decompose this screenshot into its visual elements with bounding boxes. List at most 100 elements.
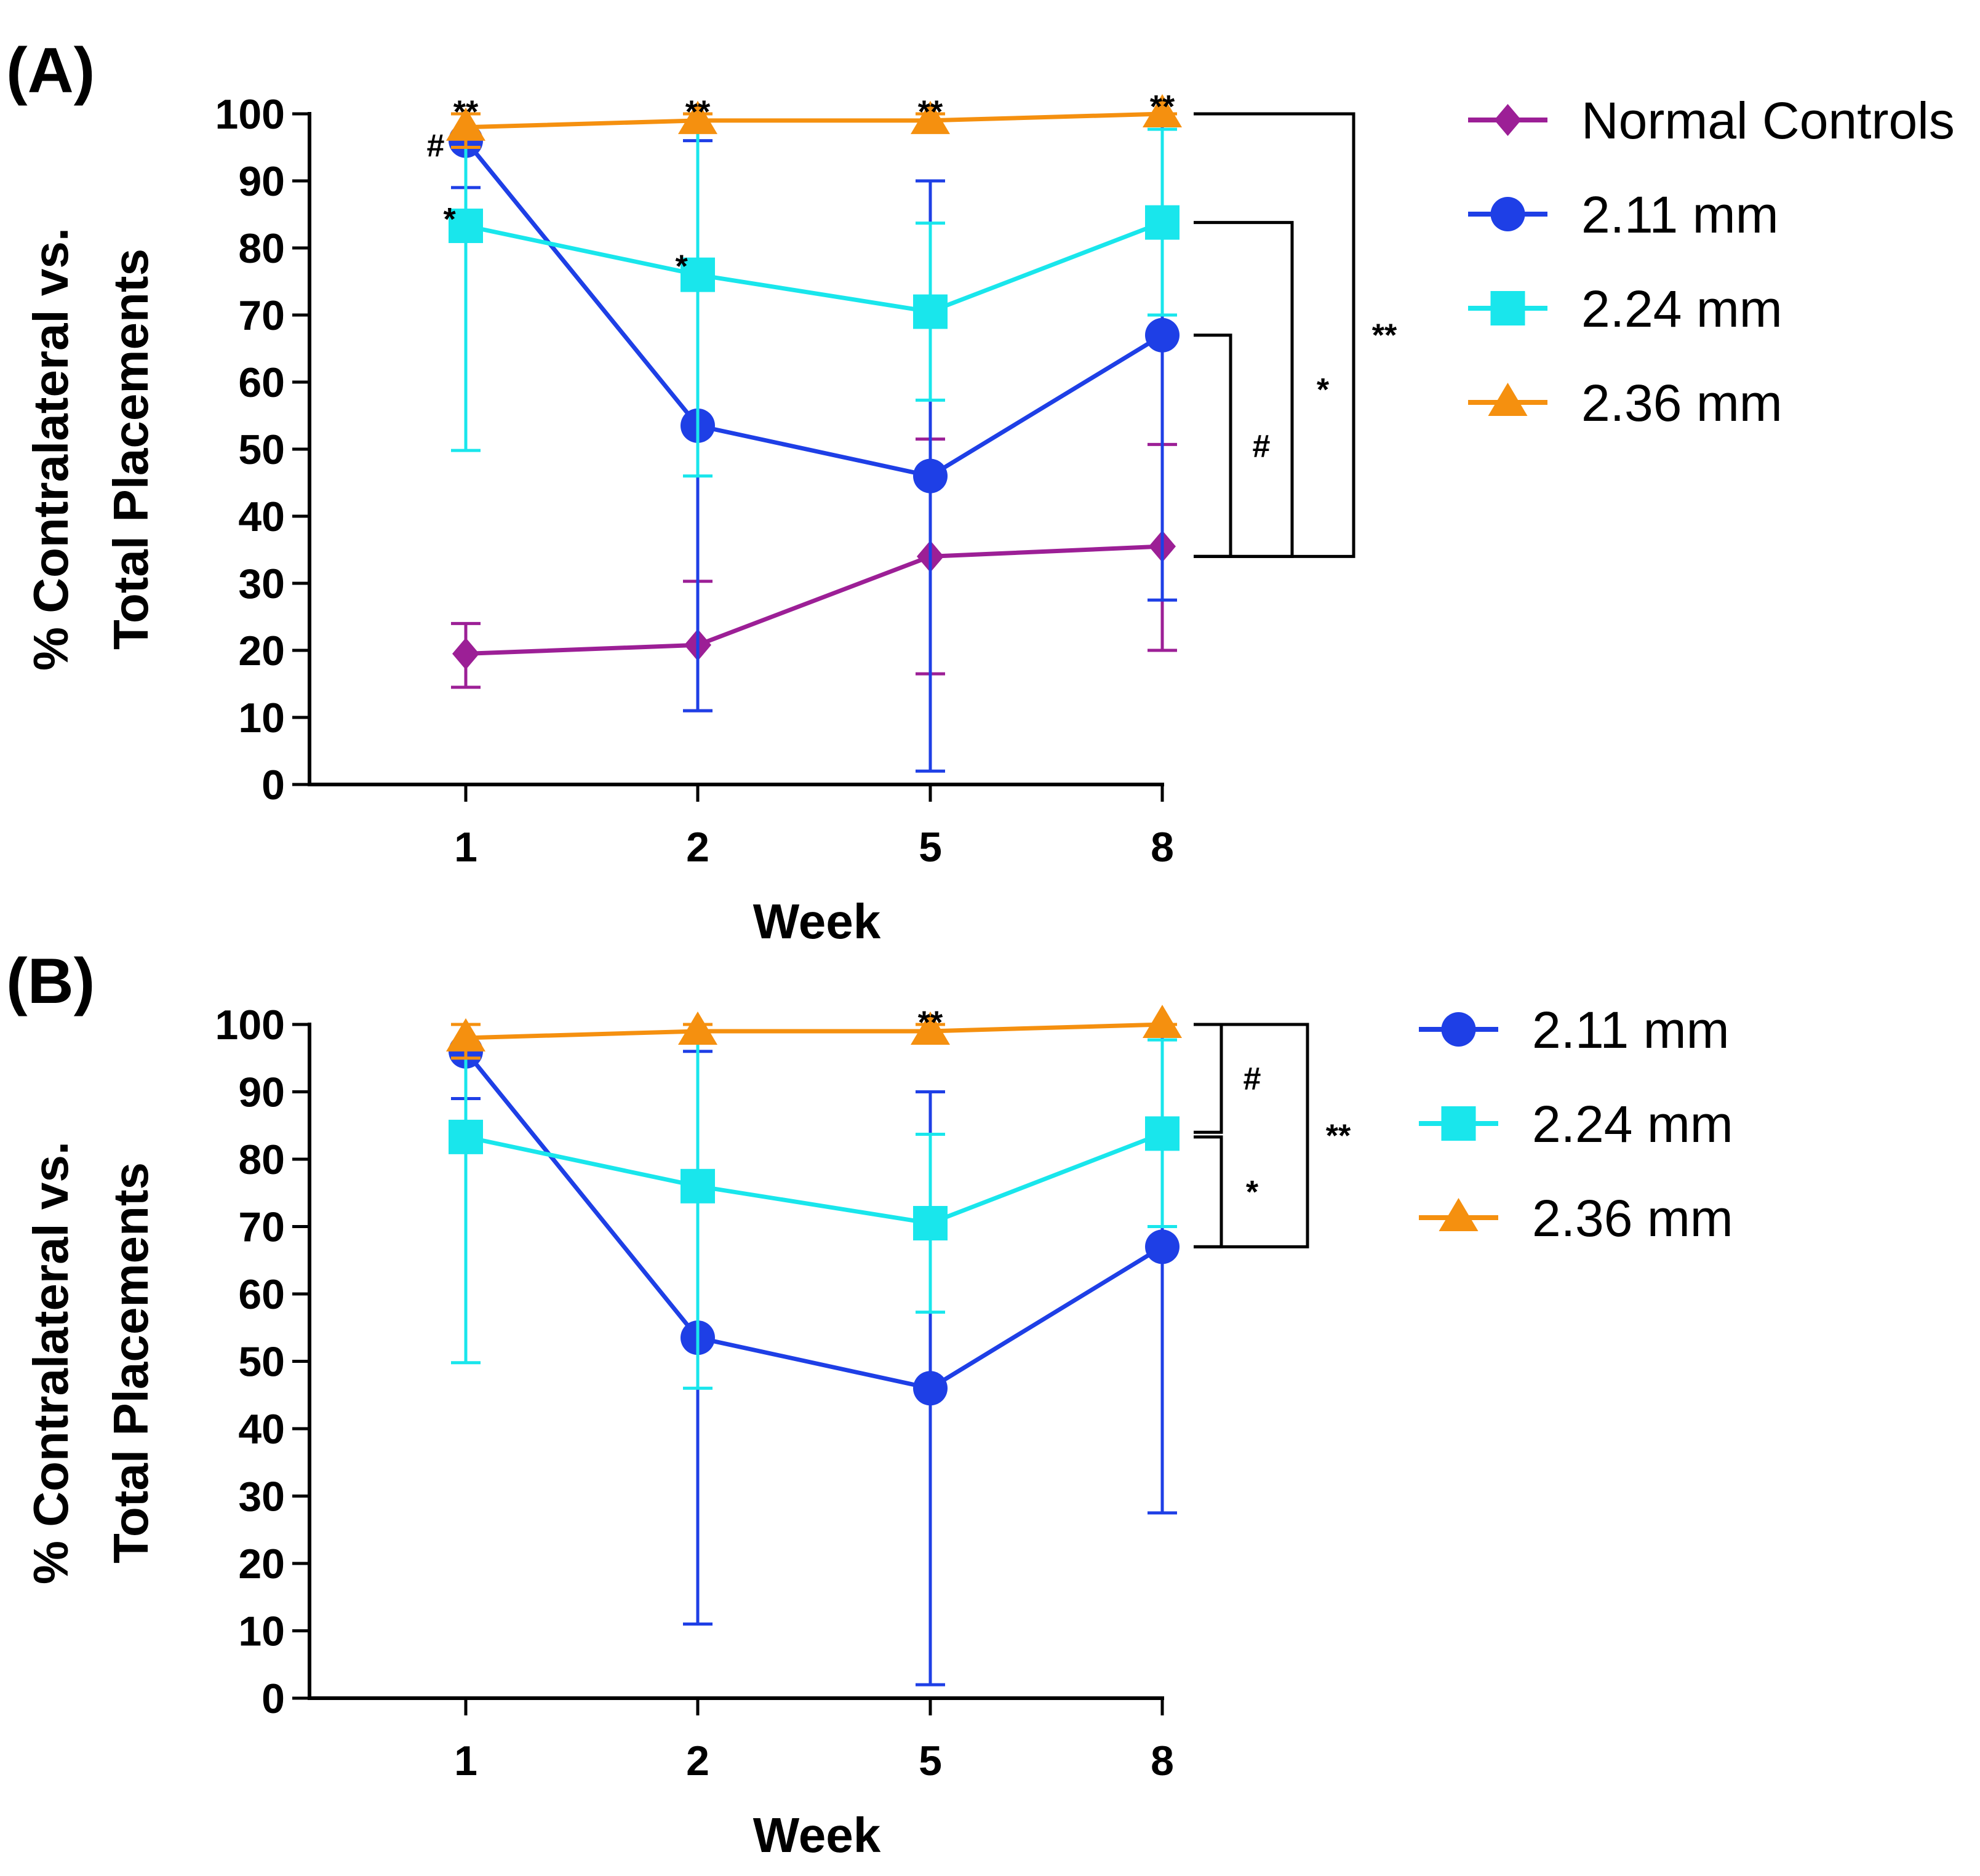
legend-marker: [1490, 197, 1525, 231]
data-point: [449, 1119, 483, 1154]
legend-item: 2.36 mm: [1419, 1189, 1733, 1247]
y-tick-label: 60: [238, 1271, 285, 1318]
y-axis-title: % Contralateral vs.: [23, 228, 78, 671]
x-axis-title: Week: [753, 1808, 881, 1862]
significance-bracket: **: [1194, 1023, 1351, 1248]
legend-marker: [1490, 291, 1525, 325]
y-tick-label: 30: [238, 1474, 285, 1520]
x-axis-title: Week: [753, 894, 881, 949]
y-tick-label: 20: [238, 628, 285, 674]
x-tick-label: 2: [686, 824, 709, 871]
significance-bracket: #: [1194, 1023, 1261, 1134]
data-point: [452, 637, 479, 670]
legend-label: 2.24 mm: [1581, 280, 1782, 338]
significance-bracket: **: [1194, 112, 1397, 558]
significance-mark: **: [918, 1005, 943, 1041]
panel-label: (A): [6, 35, 95, 106]
data-point: [911, 1011, 950, 1045]
bracket-label: *: [1317, 372, 1330, 408]
y-tick-label: 90: [238, 1069, 285, 1116]
legend-marker: [1441, 1012, 1476, 1047]
legend-marker: [1494, 104, 1522, 136]
significance-bracket: #: [1194, 333, 1271, 558]
bracket-line: [1194, 1135, 1223, 1248]
data-point: [911, 100, 950, 134]
data-point: [1145, 1116, 1180, 1151]
panel-label: (B): [6, 946, 95, 1017]
y-tick-label: 10: [238, 1608, 285, 1655]
data-point: [1143, 94, 1182, 127]
bracket-label: #: [1243, 1061, 1261, 1097]
series-2-36-mm: [446, 94, 1182, 149]
x-tick-label: 8: [1151, 1738, 1174, 1784]
significance-bracket: *: [1194, 1135, 1259, 1248]
x-tick-label: 8: [1151, 824, 1174, 871]
y-tick-label: 0: [261, 762, 285, 808]
significance-mark: **: [453, 95, 479, 130]
legend-label: Normal Controls: [1581, 92, 1955, 150]
series-line: [464, 1050, 1164, 1391]
significance-mark: **: [1150, 89, 1175, 125]
data-point: [678, 1011, 717, 1045]
y-axis-title: Total Placements: [103, 249, 158, 650]
x-tick-label: 5: [919, 824, 942, 871]
legend-label: 2.36 mm: [1581, 374, 1782, 432]
y-tick-label: 20: [238, 1541, 285, 1587]
legend-marker: [1488, 383, 1528, 416]
legend-marker: [1441, 1106, 1476, 1141]
series-2-36-mm: [446, 1005, 1182, 1060]
series-line: [465, 1132, 1164, 1226]
data-point: [678, 100, 717, 134]
data-point: [1145, 1229, 1180, 1264]
data-point: [446, 1018, 485, 1052]
series-line: [465, 220, 1164, 314]
legend-item: 2.36 mm: [1468, 374, 1782, 432]
y-tick-label: 70: [238, 292, 285, 339]
x-tick-label: 2: [686, 1738, 709, 1784]
significance-mark: #: [427, 128, 445, 164]
y-tick-label: 80: [238, 1136, 285, 1183]
bracket-line: [1194, 112, 1355, 558]
bracket-line: [1194, 1023, 1309, 1248]
legend: 2.11 mm 2.24 mm 2.36 mm: [1419, 1001, 1733, 1247]
chart-panel-a: (A) 0 10 20 30 40 50 60 70 80 90 100 1 2 5 8 Week % Contr…: [6, 35, 1955, 949]
y-tick-label: 100: [215, 91, 285, 138]
y-tick-label: 60: [238, 359, 285, 406]
y-tick-label: 40: [238, 493, 285, 540]
legend-item: 2.11 mm: [1468, 186, 1779, 244]
y-tick-label: 80: [238, 225, 285, 272]
data-point: [446, 107, 485, 141]
legend-item: 2.11 mm: [1419, 1001, 1730, 1059]
y-axis-title: Total Placements: [103, 1162, 158, 1563]
series-2-24-mm: [449, 112, 1180, 478]
bracket-label: **: [1372, 318, 1397, 354]
y-tick-label: 50: [238, 1339, 285, 1386]
y-tick-label: 30: [238, 561, 285, 607]
bracket-line: [1194, 221, 1294, 558]
bracket-label: #: [1253, 429, 1271, 465]
data-point: [913, 458, 948, 493]
legend-label: 2.24 mm: [1532, 1095, 1733, 1153]
legend-label: 2.11 mm: [1532, 1001, 1730, 1059]
x-tick-label: 1: [454, 824, 477, 871]
legend-label: 2.11 mm: [1581, 186, 1779, 244]
series-normal-controls: [451, 437, 1177, 712]
y-tick-label: 90: [238, 158, 285, 205]
data-point: [1145, 317, 1180, 353]
bracket-label: *: [1246, 1175, 1259, 1210]
legend: Normal Controls 2.11 mm 2.24 mm 2.36 mm: [1468, 92, 1955, 432]
series-line: [464, 139, 1164, 479]
x-tick-label: 5: [919, 1738, 942, 1784]
y-tick-label: 50: [238, 426, 285, 473]
data-point: [913, 294, 948, 329]
data-point: [913, 1206, 948, 1241]
significance-bracket: *: [1194, 221, 1330, 558]
chart-panel-b: (B) 0 10 20 30 40 50 60 70 80 90 100 1 2 5 8 Week % Contr…: [6, 946, 1733, 1862]
series-line: [465, 1022, 1163, 1040]
series-2-24-mm: [449, 1023, 1180, 1390]
legend-marker: [1439, 1198, 1479, 1231]
y-tick-label: 40: [238, 1406, 285, 1453]
data-point: [681, 257, 715, 292]
bracket-label: **: [1326, 1119, 1351, 1154]
